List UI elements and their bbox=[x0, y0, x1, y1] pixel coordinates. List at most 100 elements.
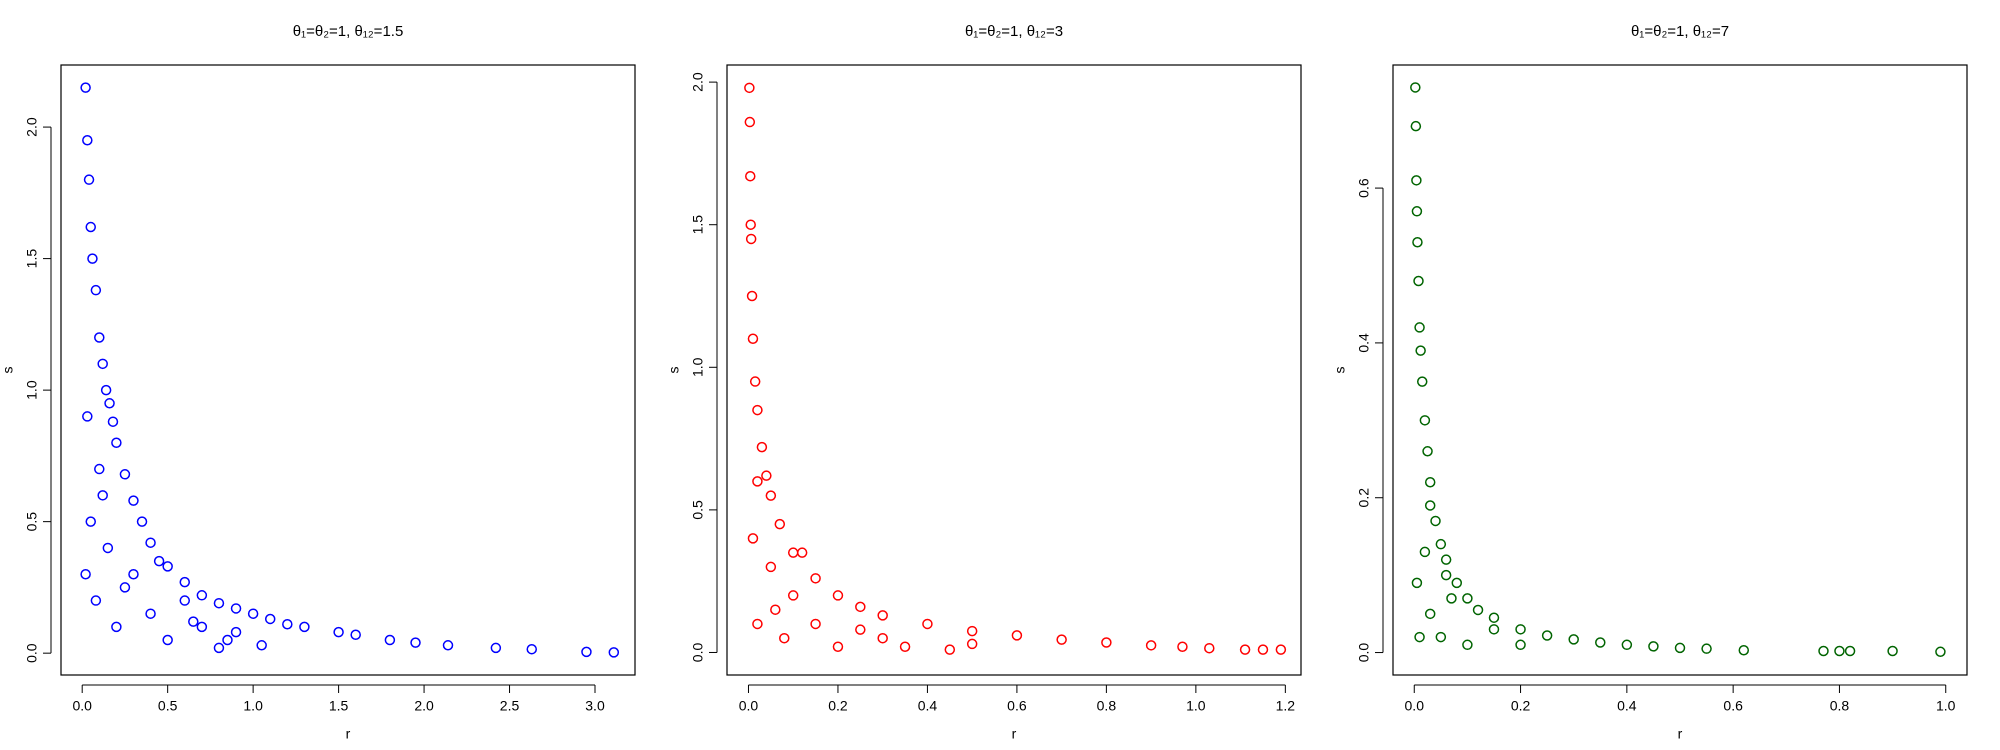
plot-box bbox=[726, 64, 1302, 676]
point bbox=[162, 561, 173, 572]
point bbox=[179, 595, 191, 606]
point bbox=[145, 537, 156, 548]
point bbox=[608, 647, 620, 658]
x-tick-label: 1.0 bbox=[1936, 698, 1956, 714]
point bbox=[111, 621, 122, 633]
y-tick-label: 0.6 bbox=[1356, 178, 1372, 198]
point bbox=[196, 621, 208, 633]
point bbox=[82, 134, 93, 146]
point bbox=[1410, 82, 1421, 93]
point bbox=[1415, 345, 1426, 356]
point bbox=[333, 626, 344, 638]
y-tick-label: 1.5 bbox=[24, 249, 40, 269]
point bbox=[85, 516, 96, 527]
y-tick-label: 0.5 bbox=[690, 500, 706, 520]
point bbox=[100, 384, 112, 396]
point bbox=[749, 376, 761, 387]
point bbox=[747, 333, 759, 345]
y-tick-label: 1.5 bbox=[690, 215, 706, 235]
y-axis-label: s bbox=[666, 367, 682, 374]
point bbox=[256, 640, 267, 651]
point bbox=[1435, 631, 1447, 643]
point bbox=[855, 601, 866, 613]
point bbox=[1462, 593, 1473, 604]
point bbox=[1424, 476, 1436, 488]
point bbox=[111, 437, 122, 448]
point bbox=[1648, 641, 1659, 652]
point bbox=[810, 618, 821, 630]
point bbox=[1488, 612, 1500, 623]
point bbox=[1411, 175, 1422, 186]
x-tick-label: 0.0 bbox=[72, 698, 92, 714]
point bbox=[746, 290, 758, 302]
point bbox=[410, 637, 421, 648]
point bbox=[213, 642, 225, 654]
point bbox=[119, 582, 131, 593]
point bbox=[107, 416, 119, 427]
plot-box bbox=[60, 64, 636, 676]
y-tick-label: 0.0 bbox=[24, 643, 40, 663]
x-tick-label: 3.0 bbox=[585, 698, 605, 714]
point bbox=[1440, 569, 1452, 581]
x-axis-label: r bbox=[1012, 726, 1017, 742]
point bbox=[299, 621, 310, 633]
point bbox=[1419, 546, 1431, 558]
point bbox=[810, 573, 821, 584]
point bbox=[745, 219, 756, 230]
point bbox=[1414, 631, 1425, 643]
point bbox=[745, 170, 756, 182]
point bbox=[80, 82, 91, 93]
point bbox=[796, 547, 808, 558]
point bbox=[752, 476, 763, 487]
point bbox=[1935, 646, 1946, 658]
point bbox=[1515, 624, 1526, 635]
point bbox=[153, 555, 165, 567]
y-tick-label: 0.0 bbox=[690, 643, 706, 663]
point bbox=[145, 608, 156, 619]
point bbox=[1834, 645, 1845, 657]
x-tick-label: 1.0 bbox=[1186, 698, 1206, 714]
point bbox=[877, 632, 888, 644]
point bbox=[966, 638, 978, 650]
x-tick-label: 0.5 bbox=[158, 698, 178, 714]
plot-box bbox=[1392, 64, 1968, 676]
point bbox=[136, 516, 148, 527]
x-tick-label: 0.8 bbox=[1097, 698, 1117, 714]
x-tick-label: 0.4 bbox=[1617, 698, 1637, 714]
y-tick-label: 0.5 bbox=[24, 512, 40, 532]
point bbox=[1011, 630, 1023, 641]
point bbox=[526, 643, 538, 655]
y-tick-label: 2.0 bbox=[24, 117, 40, 137]
point bbox=[188, 616, 199, 627]
x-tick-label: 0.8 bbox=[1830, 698, 1850, 714]
point bbox=[85, 221, 96, 233]
point bbox=[1472, 604, 1484, 616]
point bbox=[87, 253, 98, 264]
x-tick-label: 0.6 bbox=[1723, 698, 1743, 714]
point bbox=[744, 82, 755, 94]
x-tick-label: 2.0 bbox=[414, 698, 434, 714]
point bbox=[1818, 645, 1829, 657]
point bbox=[1257, 644, 1269, 655]
point bbox=[855, 624, 866, 635]
point bbox=[128, 569, 139, 580]
y-axis-label: s bbox=[0, 367, 16, 374]
point bbox=[1674, 642, 1686, 654]
point bbox=[752, 618, 763, 630]
point bbox=[179, 576, 191, 588]
x-tick-label: 0.6 bbox=[1007, 698, 1027, 714]
point bbox=[899, 641, 911, 653]
point bbox=[94, 463, 105, 475]
x-tick-label: 0.2 bbox=[828, 698, 848, 714]
point bbox=[1416, 376, 1428, 387]
x-tick-label: 2.5 bbox=[500, 698, 520, 714]
x-tick-label: 0.4 bbox=[918, 698, 938, 714]
point bbox=[104, 398, 115, 409]
point bbox=[384, 634, 396, 646]
point bbox=[787, 590, 799, 601]
point bbox=[756, 441, 768, 453]
y-tick-label: 2.0 bbox=[690, 72, 706, 92]
point bbox=[1422, 446, 1433, 457]
x-tick-label: 0.0 bbox=[739, 698, 759, 714]
